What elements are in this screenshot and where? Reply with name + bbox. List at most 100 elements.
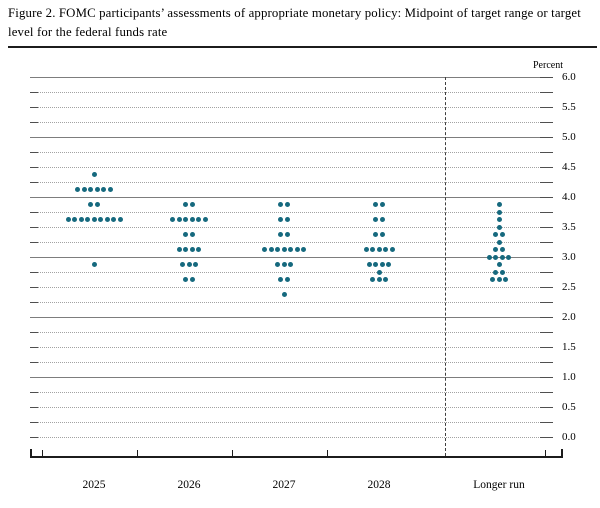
participant-dot <box>281 292 287 297</box>
participant-dot <box>389 247 395 252</box>
y-axis-left-tick <box>30 241 38 243</box>
participant-dot <box>490 277 495 282</box>
gridline-dotted <box>30 406 553 408</box>
participant-dot <box>386 262 392 267</box>
dot-row <box>180 262 198 267</box>
participant-dot <box>284 217 290 222</box>
y-axis-unit-label: Percent <box>533 60 563 71</box>
y-axis-tick-label: 0.0 <box>562 430 576 443</box>
participant-dot <box>189 277 195 282</box>
y-axis-right-tick <box>540 271 553 273</box>
gridline-dotted <box>30 346 553 348</box>
participant-dot <box>268 247 274 252</box>
participant-dot <box>262 247 267 252</box>
x-axis-category-label: 2028 <box>367 479 391 491</box>
y-axis-left-tick <box>30 91 38 93</box>
participant-dot <box>111 217 116 222</box>
dot-row <box>75 187 113 192</box>
participant-dot <box>65 217 71 222</box>
y-axis-right-tick <box>540 436 553 438</box>
participant-dot <box>189 217 195 222</box>
participant-dot <box>183 247 189 252</box>
gridline-dotted <box>30 421 553 423</box>
y-axis-tick-label: 3.0 <box>562 250 576 263</box>
figure-title: Figure 2. FOMC participants’ assessments… <box>8 6 581 40</box>
y-axis-left-tick <box>30 331 38 333</box>
dot-row <box>486 254 512 260</box>
dot-row <box>183 277 195 282</box>
y-axis-right-tick <box>540 196 553 198</box>
gridline-dotted <box>30 151 553 153</box>
participant-dot <box>383 277 388 282</box>
participant-dot <box>94 187 100 192</box>
participant-dot <box>104 217 110 222</box>
y-axis-tick-label: 6.0 <box>562 70 576 83</box>
x-axis-category-label: 2025 <box>82 479 106 491</box>
y-axis-tick-label: 0.5 <box>562 400 576 413</box>
participant-dot <box>379 262 385 267</box>
y-axis-right-tick <box>540 106 553 108</box>
gridline-solid <box>30 256 553 258</box>
participant-dot <box>196 247 202 252</box>
dot-row <box>493 232 505 237</box>
participant-dot <box>81 187 87 192</box>
y-axis-tick-label: 5.0 <box>562 130 576 143</box>
participant-dot <box>91 217 97 222</box>
gridline-dotted <box>30 286 553 288</box>
y-axis-tick-label: 4.0 <box>562 190 576 203</box>
x-axis-tick <box>327 450 328 457</box>
y-axis-right-tick <box>540 286 553 288</box>
participant-dot <box>383 247 388 252</box>
x-axis-category-label: Longer run <box>473 479 525 491</box>
dot-row <box>65 217 123 222</box>
participant-dot <box>363 247 369 252</box>
dot-row <box>496 202 502 207</box>
participant-dot <box>183 202 189 207</box>
participant-dot <box>499 247 505 252</box>
gridline-dotted <box>30 226 553 228</box>
participant-dot <box>499 232 505 237</box>
participant-dot <box>284 232 290 237</box>
participant-dot <box>91 262 97 267</box>
participant-dot <box>301 247 306 252</box>
participant-dot <box>496 277 502 282</box>
dot-row <box>278 202 290 207</box>
gridline-dotted <box>30 211 553 213</box>
y-axis-left-tick <box>30 121 38 123</box>
participant-dot <box>493 254 499 260</box>
gridline-solid <box>30 196 553 198</box>
participant-dot <box>278 202 284 207</box>
dot-row <box>496 224 502 230</box>
y-axis-right-tick <box>540 226 553 228</box>
participant-dot <box>496 262 502 267</box>
participant-dot <box>281 247 287 252</box>
dot-row <box>373 232 385 237</box>
y-axis-left-tick <box>30 211 38 213</box>
dot-row <box>376 269 382 275</box>
dot-row <box>91 172 97 177</box>
participant-dot <box>493 269 499 275</box>
participant-dot <box>278 217 284 222</box>
participant-dot <box>506 254 512 260</box>
y-axis-left-tick <box>30 301 38 303</box>
y-axis-right-tick <box>540 376 553 378</box>
dot-row <box>496 239 502 245</box>
y-axis-left-tick <box>30 361 38 363</box>
participant-dot <box>366 262 372 267</box>
y-axis-left-tick <box>30 346 38 348</box>
y-axis-tick-label: 1.0 <box>562 370 576 383</box>
gridline-dotted <box>30 166 553 168</box>
dot-row <box>170 217 208 222</box>
dot-row <box>370 277 388 282</box>
y-axis-right-tick <box>540 301 553 303</box>
participant-dot <box>499 269 505 275</box>
y-axis-left-tick <box>30 421 38 423</box>
dot-row <box>493 247 505 252</box>
participant-dot <box>379 217 385 222</box>
y-axis-left-tick <box>30 406 38 408</box>
participant-dot <box>189 202 195 207</box>
participant-dot <box>496 239 502 245</box>
participant-dot <box>88 187 94 192</box>
y-axis-right-tick <box>540 211 553 213</box>
